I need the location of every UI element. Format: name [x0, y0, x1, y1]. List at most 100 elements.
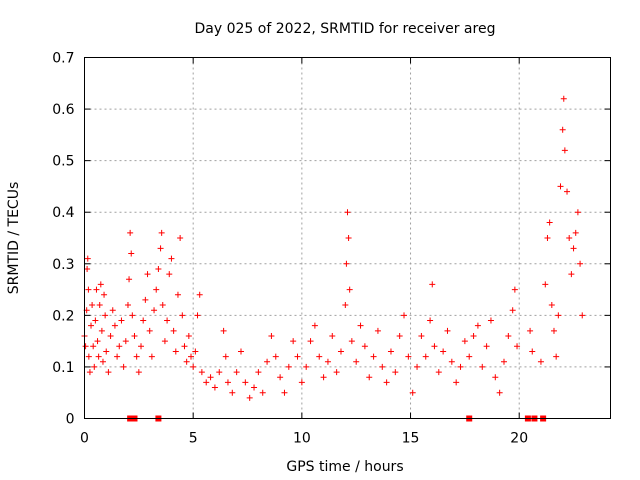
chart-title: Day 025 of 2022, SRMTID for receiver are… [195, 21, 496, 37]
data-point [561, 147, 568, 154]
data-point [94, 338, 101, 345]
x-tick-label: 20 [510, 431, 528, 447]
data-point [259, 389, 266, 396]
grid [84, 57, 611, 419]
data-point [333, 369, 340, 376]
data-point [159, 302, 166, 309]
data-point [453, 379, 460, 386]
data-point [366, 374, 373, 381]
data-point [303, 363, 310, 370]
data-point [142, 296, 149, 303]
data-point [281, 389, 288, 396]
data-point [461, 338, 468, 345]
data-point [272, 353, 279, 360]
data-point [324, 358, 331, 365]
data-point [103, 348, 110, 355]
data-point [548, 302, 555, 309]
data-point [89, 302, 96, 309]
data-point [379, 363, 386, 370]
data-point [185, 332, 192, 339]
x-tick-labels: 0 5 10 15 20 [80, 431, 528, 447]
data-point [155, 265, 162, 272]
data-point [277, 374, 284, 381]
data-point [92, 317, 99, 324]
data-point [170, 327, 177, 334]
data-point [153, 286, 160, 293]
data-point [570, 245, 577, 252]
data-point [544, 235, 551, 241]
data-point [444, 327, 451, 334]
data-point [85, 353, 92, 360]
plot-frame [84, 57, 611, 419]
data-point [290, 338, 297, 345]
data-point [553, 353, 560, 360]
x-tick-label: 5 [189, 431, 198, 447]
data-point [564, 188, 571, 195]
data-point [144, 271, 151, 278]
data-point [86, 369, 93, 376]
data-point [383, 379, 390, 386]
data-point [401, 312, 408, 319]
data-point [172, 348, 179, 355]
data-point [566, 235, 573, 241]
data-point [429, 281, 436, 288]
data-point [127, 229, 134, 236]
data-point [129, 312, 136, 319]
data-point [133, 353, 140, 360]
data-point [574, 209, 581, 216]
data-point [207, 374, 214, 381]
data-point [91, 363, 98, 370]
data-point [320, 374, 327, 381]
data-point [116, 343, 123, 350]
data-point [348, 338, 355, 345]
data-point [126, 276, 133, 283]
data-point [353, 358, 360, 365]
data-point [387, 348, 394, 355]
data-point [422, 353, 429, 360]
data-point [216, 369, 223, 376]
data-point [529, 348, 536, 355]
data-point [233, 369, 240, 376]
data-points [81, 95, 586, 401]
data-point [157, 245, 164, 252]
data-point [511, 286, 518, 293]
data-point [343, 260, 350, 267]
data-point [88, 322, 95, 329]
data-point [427, 317, 434, 324]
y-tick-label: 0.4 [52, 205, 74, 221]
y-tick-label: 0.5 [52, 154, 74, 170]
data-point [85, 286, 92, 293]
data-point [90, 343, 97, 350]
data-point [345, 235, 352, 241]
data-point [370, 353, 377, 360]
data-point [316, 353, 323, 360]
data-point [181, 343, 188, 350]
data-point [194, 312, 201, 319]
data-point [298, 379, 305, 386]
data-point [329, 332, 336, 339]
data-point [414, 363, 421, 370]
data-point [357, 322, 364, 329]
y-axis-label: SRMTID / TECUs [6, 182, 22, 295]
y-tick-label: 0.6 [52, 102, 74, 118]
data-point [229, 389, 236, 396]
data-point [448, 358, 455, 365]
data-point [492, 374, 499, 381]
data-point [550, 327, 557, 334]
data-point [392, 369, 399, 376]
data-point [118, 317, 125, 324]
data-point [409, 389, 416, 396]
data-point [374, 327, 381, 334]
data-point [542, 281, 549, 288]
data-point [151, 307, 158, 314]
data-point [514, 343, 521, 350]
data-point [177, 235, 184, 241]
x-tick-label: 10 [293, 431, 311, 447]
data-point [537, 358, 544, 365]
data-point [572, 229, 579, 236]
data-point [146, 327, 153, 334]
data-point [135, 369, 142, 376]
x-tick-label: 0 [80, 431, 89, 447]
data-point [168, 255, 175, 262]
data-point [479, 363, 486, 370]
